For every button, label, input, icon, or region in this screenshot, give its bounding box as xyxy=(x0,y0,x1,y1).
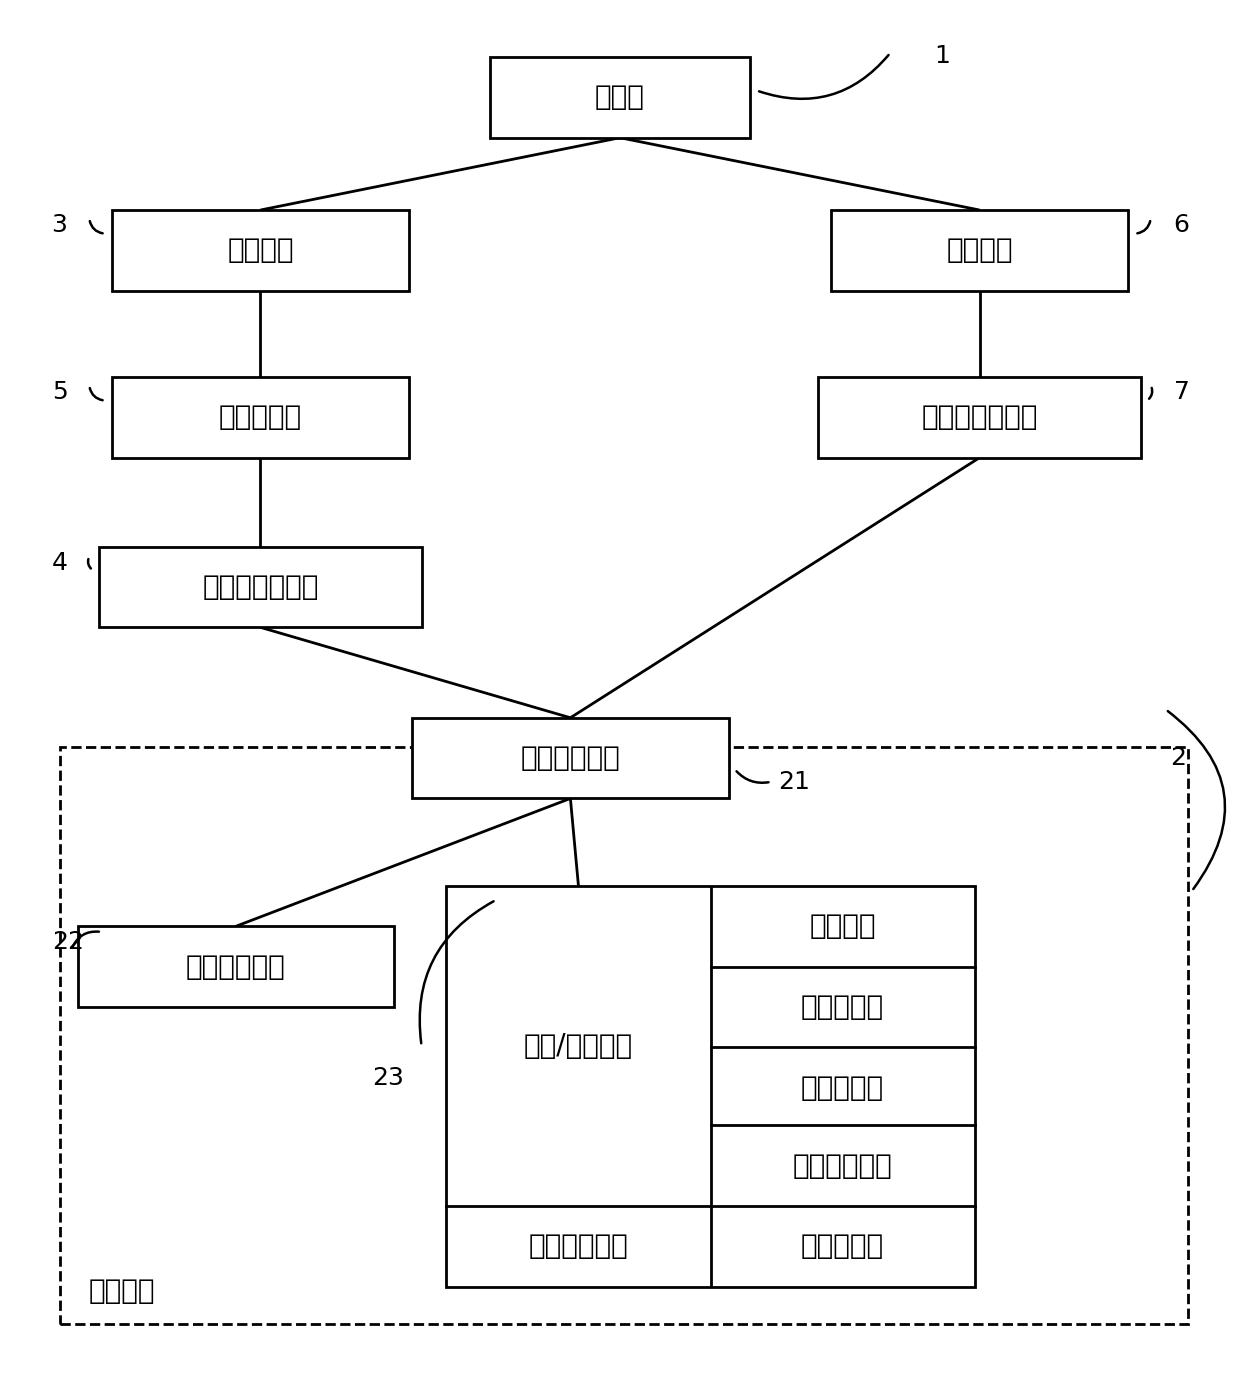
Text: 23: 23 xyxy=(372,1066,404,1091)
Text: 4: 4 xyxy=(52,551,67,576)
Bar xyxy=(77,926,394,1007)
Text: 编辑操作键区: 编辑操作键区 xyxy=(528,1232,629,1260)
Text: 空气过滤器: 空气过滤器 xyxy=(218,403,303,431)
Text: 2: 2 xyxy=(1171,746,1185,771)
Bar xyxy=(446,886,975,1287)
Text: 口鼻罩: 口鼻罩 xyxy=(595,83,645,111)
Text: 22: 22 xyxy=(52,929,84,954)
Text: 7: 7 xyxy=(1174,380,1189,405)
Text: 数据处理装置: 数据处理装置 xyxy=(521,744,620,772)
Text: 吸气量显示: 吸气量显示 xyxy=(801,1074,884,1102)
Text: 3: 3 xyxy=(52,213,67,238)
Text: 控制系统: 控制系统 xyxy=(88,1277,155,1305)
Text: 呼气量显示: 呼气量显示 xyxy=(801,993,884,1021)
Bar xyxy=(490,57,750,138)
Text: 第二气体传感器: 第二气体传感器 xyxy=(921,403,1038,431)
Text: 6: 6 xyxy=(1174,213,1189,238)
Text: 第一气体传感器: 第一气体传感器 xyxy=(202,573,319,601)
Bar xyxy=(831,210,1128,291)
Text: 趋势图显示: 趋势图显示 xyxy=(801,1232,884,1260)
Text: 显示/输入装置: 显示/输入装置 xyxy=(523,1032,634,1060)
Text: 气息次数显示: 气息次数显示 xyxy=(792,1152,893,1180)
Text: 21: 21 xyxy=(777,769,810,794)
Bar xyxy=(818,377,1141,458)
Text: 1: 1 xyxy=(935,43,950,68)
Text: 数据存储装置: 数据存储装置 xyxy=(186,953,285,981)
Text: 5: 5 xyxy=(52,380,67,405)
Bar xyxy=(112,377,409,458)
Text: 吸气管道: 吸气管道 xyxy=(227,236,294,264)
Text: 时间显示: 时间显示 xyxy=(810,912,875,940)
Bar xyxy=(112,210,409,291)
Text: 呼气管道: 呼气管道 xyxy=(946,236,1013,264)
Bar xyxy=(99,547,422,627)
Bar xyxy=(412,718,729,798)
Bar xyxy=(60,747,1188,1324)
